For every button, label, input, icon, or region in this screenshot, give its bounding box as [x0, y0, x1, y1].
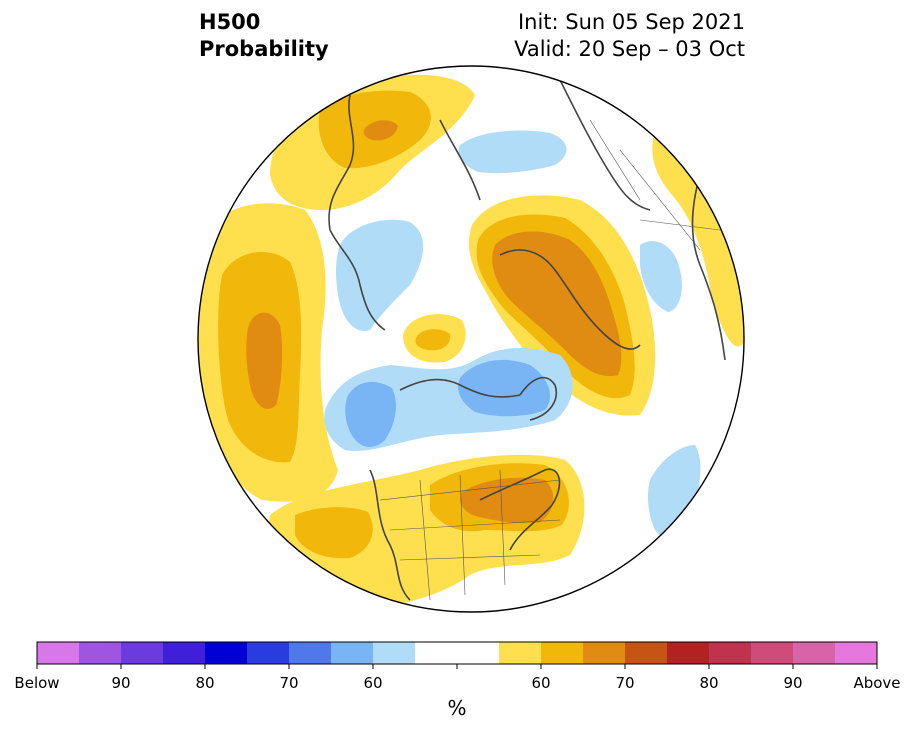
legend-color-cell [835, 642, 878, 664]
legend-color-cell [289, 642, 332, 664]
title-line-1: H500 [199, 10, 261, 34]
legend-tick-label: 80 [699, 674, 718, 692]
legend-color-cell [121, 642, 164, 664]
legend-color-cell [457, 642, 500, 664]
legend-color-cell [751, 642, 794, 664]
legend-color-cell [373, 642, 416, 664]
legend-tick-labels: Below 90 80 70 60 60 70 80 90 Above [14, 674, 900, 692]
legend-tick-label: 60 [363, 674, 382, 692]
legend-tick-label: 70 [279, 674, 298, 692]
legend-color-cell [205, 642, 248, 664]
init-date: Init: Sun 05 Sep 2021 [517, 10, 745, 34]
legend-color-cell [331, 642, 374, 664]
legend-color-cell [37, 642, 80, 664]
probability-field [198, 66, 744, 612]
legend-color-cell [415, 642, 458, 664]
legend-tick-label: 90 [111, 674, 130, 692]
legend-tick-label: Above [853, 674, 900, 692]
legend-color-cell [709, 642, 752, 664]
chart-title: H500 Probability [199, 9, 329, 63]
legend-color-cell [793, 642, 836, 664]
political-borders [379, 119, 721, 601]
legend-tick-label: 60 [531, 674, 550, 692]
legend-color-cells [37, 642, 878, 664]
legend-tick-label: 90 [783, 674, 802, 692]
legend-color-cell [541, 642, 584, 664]
above-normal-65-region [246, 120, 622, 523]
forecast-dates: Init: Sun 05 Sep 2021 Valid: 20 Sep – 03… [514, 9, 745, 63]
legend-color-cell [163, 642, 206, 664]
legend-tick-label: Below [14, 674, 59, 692]
legend-color-cell [667, 642, 710, 664]
globe-outline [197, 65, 745, 613]
legend-unit-label: % [447, 696, 466, 720]
legend-color-cell [499, 642, 542, 664]
title-line-2: Probability [199, 37, 329, 61]
polar-probability-map [197, 65, 745, 613]
legend-color-cell [247, 642, 290, 664]
color-legend: Below 90 80 70 60 60 70 80 90 Above % [14, 641, 901, 720]
coastlines [328, 79, 726, 601]
below-normal-60-region [345, 359, 550, 447]
legend-ticks [36, 664, 878, 669]
legend-tick-label: 80 [195, 674, 214, 692]
valid-range: Valid: 20 Sep – 03 Oct [514, 37, 745, 61]
legend-color-cell [79, 642, 122, 664]
legend-tick-label: 70 [615, 674, 634, 692]
legend-color-cell [625, 642, 668, 664]
legend-color-cell [583, 642, 626, 664]
